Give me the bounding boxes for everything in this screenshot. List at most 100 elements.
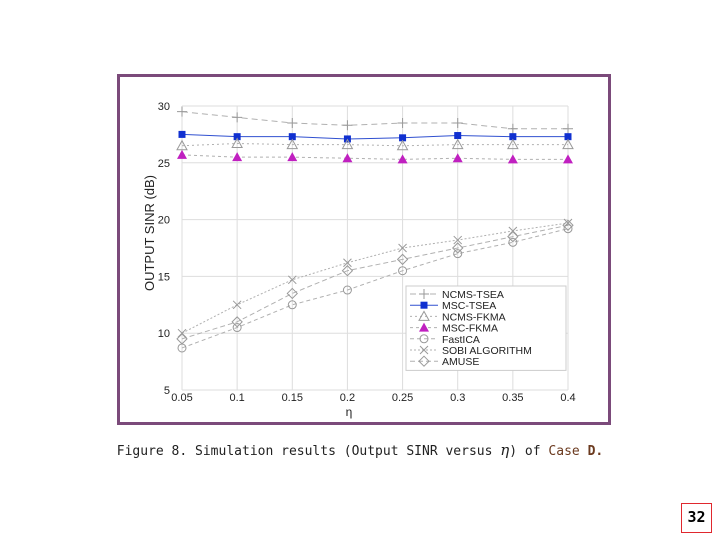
data-point-ncms-fkma bbox=[507, 138, 519, 150]
data-point-fastica bbox=[398, 266, 408, 276]
caption-case-word: Case bbox=[548, 444, 580, 459]
axes: 0.05 0.1 0.15 0.2 0.25 0.3 0.35 0.4 5 10 15 20 25 30 η… bbox=[142, 101, 576, 419]
caption-prefix: Figure 8. Simulation results (Output SIN… bbox=[116, 444, 493, 459]
data-point-fastica bbox=[342, 285, 352, 295]
data-point-fastica bbox=[508, 237, 518, 247]
series-line-sobi-algorithm bbox=[181, 222, 569, 334]
legend-label: MSC-TSEA bbox=[442, 300, 496, 312]
data-point-msc-fkma bbox=[177, 149, 187, 159]
legend-label: AMUSE bbox=[442, 356, 479, 368]
legend-marker bbox=[418, 355, 430, 367]
legend-item-amuse: AMUSE bbox=[410, 355, 479, 368]
data-point-fastica bbox=[453, 249, 463, 259]
series-lines bbox=[181, 111, 569, 349]
data-point-ncms-tsea bbox=[232, 112, 243, 123]
legend-item-msc-fkma: MSC-FKMA bbox=[410, 322, 498, 335]
series-line-msc-tsea bbox=[181, 133, 568, 140]
data-point-msc-tsea bbox=[509, 133, 517, 141]
data-point-msc-tsea bbox=[233, 133, 241, 141]
series-line-fastica bbox=[181, 228, 569, 349]
x-tick-label: 0.4 bbox=[560, 392, 575, 404]
data-point-msc-fkma bbox=[397, 154, 408, 164]
data-point-amuse bbox=[396, 253, 409, 266]
legend: NCMS-TSEAMSC-TSEANCMS-FKMAMSC-FKMAFastIC… bbox=[405, 285, 567, 371]
data-point-ncms-tsea bbox=[287, 118, 298, 129]
data-point-ncms-fkma bbox=[396, 139, 409, 151]
legend-item-ncms-tsea: NCMS-TSEA bbox=[410, 289, 504, 301]
data-point-sobi-algorithm bbox=[287, 275, 297, 285]
data-point-ncms-tsea bbox=[177, 106, 187, 117]
legend-marker bbox=[419, 322, 429, 332]
data-point-msc-fkma bbox=[232, 152, 243, 162]
legend-marker bbox=[419, 289, 429, 299]
data-point-ncms-tsea bbox=[563, 123, 573, 134]
chart-frame: 0.05 0.1 0.15 0.2 0.25 0.3 0.35 0.4 5 10 15 20 25 30 η… bbox=[117, 74, 611, 425]
data-point-amuse bbox=[452, 242, 464, 254]
x-tick-label: 0.25 bbox=[392, 392, 413, 404]
y-tick-label: 25 bbox=[158, 158, 170, 170]
data-point-ncms-fkma bbox=[176, 139, 188, 151]
data-point-ncms-fkma bbox=[562, 138, 574, 150]
x-tick-label: 0.15 bbox=[282, 392, 303, 404]
legend-item-msc-tsea: MSC-TSEA bbox=[410, 300, 496, 312]
series-line-msc-fkma bbox=[181, 154, 568, 160]
data-point-fastica bbox=[563, 224, 573, 234]
data-point-msc-fkma bbox=[287, 152, 298, 162]
data-point-sobi-algorithm bbox=[398, 243, 407, 253]
x-tick-label: 0.1 bbox=[229, 392, 244, 404]
legend-marker bbox=[418, 310, 430, 321]
legend-marker bbox=[420, 301, 428, 309]
data-point-sobi-algorithm bbox=[232, 300, 242, 310]
caption-eta-symbol: η bbox=[500, 441, 510, 459]
legend-item-ncms-fkma: NCMS-FKMA bbox=[410, 310, 506, 323]
data-point-fastica bbox=[232, 323, 242, 333]
legend-label: FastICA bbox=[442, 334, 480, 346]
data-point-msc-fkma bbox=[342, 153, 353, 163]
series-line-amuse bbox=[181, 224, 569, 340]
x-tick-label: 0.3 bbox=[450, 392, 465, 404]
data-point-amuse bbox=[562, 219, 574, 231]
data-point-msc-tsea bbox=[178, 130, 186, 138]
data-point-fastica bbox=[287, 300, 297, 310]
data-point-msc-fkma bbox=[507, 154, 518, 164]
legend-label: MSC-FKMA bbox=[442, 323, 498, 335]
data-point-ncms-fkma bbox=[286, 138, 299, 150]
data-point-ncms-fkma bbox=[451, 138, 464, 150]
y-tick-label: 10 bbox=[158, 328, 170, 340]
x-tick-label: 0.2 bbox=[340, 392, 355, 404]
y-tick-label: 5 bbox=[164, 385, 170, 397]
data-point-msc-fkma bbox=[563, 154, 573, 164]
legend-marker bbox=[419, 334, 429, 344]
sinr-chart: 0.05 0.1 0.15 0.2 0.25 0.3 0.35 0.4 5 10 15 20 25 30 η… bbox=[142, 101, 576, 419]
caption-case-letter: D. bbox=[587, 444, 604, 459]
data-point-sobi-algorithm bbox=[343, 258, 352, 268]
data-point-amuse bbox=[176, 333, 188, 345]
data-point-ncms-tsea bbox=[342, 120, 353, 131]
caption-middle: ) of bbox=[509, 444, 541, 459]
data-point-amuse bbox=[231, 316, 243, 328]
data-point-sobi-algorithm bbox=[453, 235, 463, 245]
x-tick-label: 0.05 bbox=[171, 392, 192, 404]
y-axis-label: OUTPUT SINR (dB) bbox=[142, 175, 157, 291]
data-point-ncms-tsea bbox=[452, 118, 463, 129]
legend-item-fastica: FastICA bbox=[410, 334, 480, 346]
y-tick-label: 30 bbox=[158, 101, 170, 113]
data-point-amuse bbox=[341, 265, 354, 277]
data-point-ncms-tsea bbox=[397, 118, 408, 129]
data-point-msc-tsea bbox=[399, 134, 407, 142]
data-point-ncms-tsea bbox=[507, 123, 518, 134]
x-tick-label: 0.35 bbox=[502, 392, 523, 404]
figure-caption: Figure 8. Simulation results (Output SIN… bbox=[0, 441, 720, 459]
legend-item-sobi-algorithm: SOBI ALGORITHM bbox=[410, 345, 532, 357]
x-axis-label: η bbox=[346, 405, 353, 419]
series-markers bbox=[176, 106, 574, 353]
legend-marker bbox=[419, 345, 429, 355]
page-number: 32 bbox=[681, 503, 712, 533]
y-tick-label: 15 bbox=[158, 271, 170, 283]
data-point-amuse bbox=[507, 230, 519, 243]
data-point-ncms-fkma bbox=[341, 138, 354, 150]
data-point-msc-tsea bbox=[564, 133, 572, 141]
data-point-sobi-algorithm bbox=[563, 218, 573, 228]
legend-box bbox=[405, 285, 567, 371]
y-tick-label: 20 bbox=[158, 215, 170, 227]
